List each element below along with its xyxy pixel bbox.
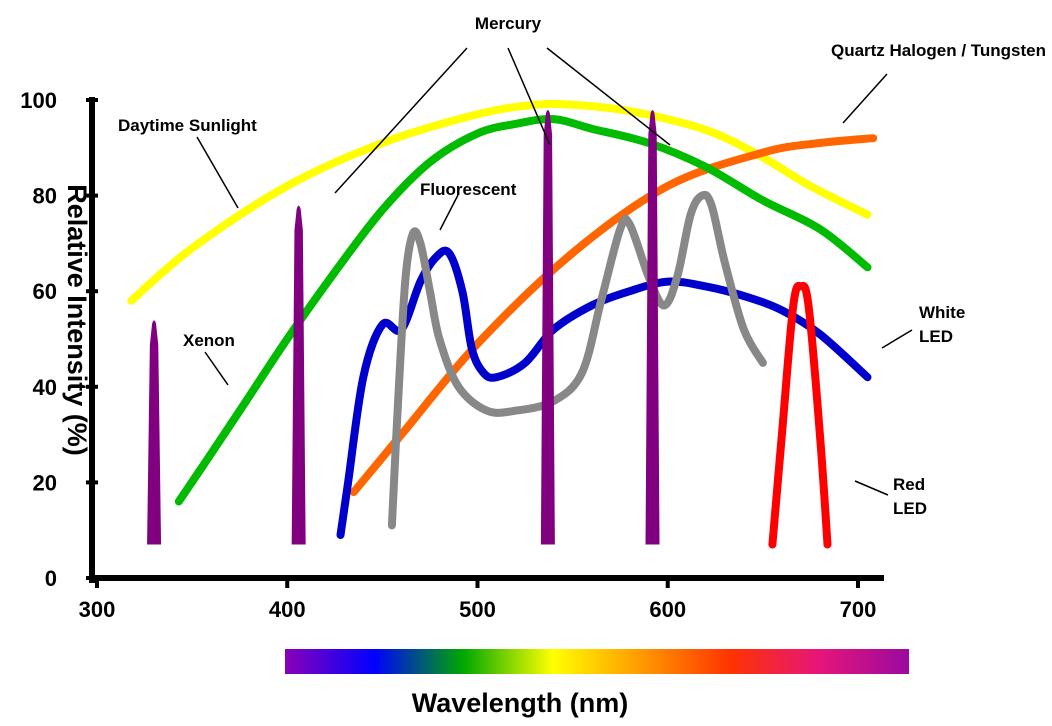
y-tick-label-80: 80 [33,184,57,209]
x-tick-label-700: 700 [840,597,877,622]
leader-fluorescent [439,194,459,231]
leader-xenon [204,351,229,386]
white-led-line [336,246,872,539]
y-tick-layer: 0 20 40 60 80 100 [20,88,98,591]
x-tick-label-600: 600 [649,597,686,622]
leader-mercury-1 [334,47,468,194]
mercury-peak-2 [540,110,555,545]
x-axis-title: Wavelength (nm) [412,688,629,718]
y-tick-label-100: 100 [20,88,57,113]
series-layer [127,99,878,549]
x-tick-label-500: 500 [459,597,496,622]
mercury-peak-1 [291,205,306,545]
annotation-red-led: LED [893,499,927,518]
leader-white-led [881,329,913,349]
leader-mercury-2 [507,47,551,146]
leader-mercury-3 [546,47,671,146]
x-tick-layer: 300 400 500 600 700 [79,576,877,622]
annotation-white-led: LED [919,327,953,346]
y-tick-label-0: 0 [45,566,57,591]
annotation-white: White [919,303,965,322]
y-tick-label-20: 20 [33,470,57,495]
mercury-peak-0 [147,320,162,545]
y-axis-title: Relative Intensity (%) [62,184,92,456]
annotation-halogen: Quartz Halogen / Tungsten [831,41,1046,60]
quartz-halogen-tungsten-line [349,134,878,496]
annotation-sunlight: Daytime Sunlight [118,116,257,135]
y-tick-label-60: 60 [33,279,57,304]
fluorescent-line [387,190,767,530]
leader-sunlight [196,136,239,209]
mercury-peak-3 [645,110,660,545]
annotation-fluorescent: Fluorescent [420,180,517,199]
leader-red-led [854,480,889,496]
leader-halogen [842,73,888,124]
xenon-line [174,114,872,506]
annotation-red: Red [893,475,925,494]
red-led-line [768,281,832,549]
annotation-leaders [196,47,913,496]
x-tick-label-400: 400 [269,597,306,622]
annotation-xenon: Xenon [183,331,235,350]
spectrum-colorbar [285,649,909,674]
y-tick-label-40: 40 [33,375,57,400]
x-tick-label-300: 300 [79,597,116,622]
annotation-mercury: Mercury [475,14,542,33]
